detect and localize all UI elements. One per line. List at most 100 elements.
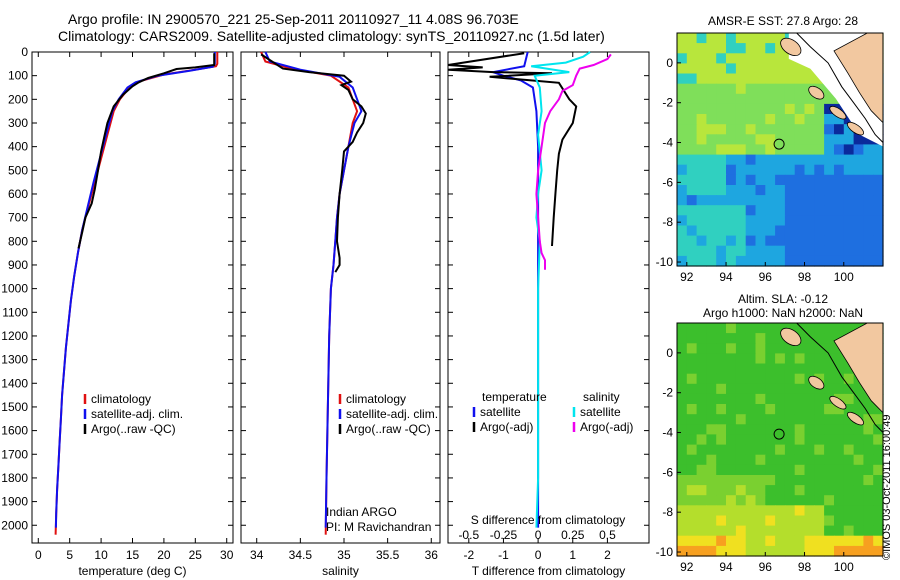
map-cell-sla_map	[814, 353, 825, 365]
y-tick-label: 400	[8, 140, 28, 154]
map-cell-sst_map	[843, 154, 855, 166]
map-x-tick-label: 94	[719, 270, 733, 284]
map-cell-sst_map	[794, 114, 806, 125]
map-cell-sst_map	[755, 33, 766, 44]
map-cell-sla_map	[824, 454, 835, 466]
map-cell-sla_map	[686, 475, 698, 486]
map-cell-sla_map	[814, 323, 825, 334]
map-cell-sla_map	[696, 545, 707, 557]
map-cell-sst_map	[696, 124, 707, 135]
map-cell-sla_map	[716, 343, 727, 354]
x-tick-label-salinity: 35	[337, 548, 351, 562]
map-cell-sla_map	[677, 383, 688, 395]
map-cell-sst_map	[745, 185, 757, 196]
island	[846, 411, 865, 426]
map-cell-sst_map	[814, 114, 825, 125]
map-cell-sst_map	[686, 235, 698, 247]
map-cell-sla_map	[745, 475, 757, 486]
map-cell-sst_map	[843, 124, 855, 135]
map-cell-sst_map	[726, 83, 737, 95]
map-cell-sla_map	[814, 515, 825, 527]
map-cell-sla_map	[765, 515, 776, 527]
map-cell-sla_map	[716, 505, 727, 516]
map-cell-sla_map	[726, 475, 737, 486]
map-cell-sst_map	[843, 164, 855, 176]
map-cell-sla_map	[843, 505, 855, 516]
map-cell-sla_map	[755, 414, 766, 425]
map-cell-sst_map	[726, 245, 737, 257]
map-cell-sla_map	[824, 383, 835, 395]
map-cell-sst_map	[686, 53, 698, 64]
map-cell-sst_map	[706, 215, 717, 226]
map-cell-sst_map	[843, 215, 855, 226]
map-y-tick-label: -6	[662, 465, 673, 479]
map-cell-sla_map	[686, 323, 698, 334]
map-cell-sst_map	[804, 205, 815, 216]
map-cell-sst_map	[745, 235, 757, 247]
map-cell-sla_map	[716, 414, 727, 425]
island	[780, 327, 802, 346]
map-cell-sla_map	[696, 505, 707, 516]
map-cell-sst_map	[716, 185, 727, 196]
map-cell-sst_map	[696, 93, 707, 105]
map-cell-sla_map	[824, 475, 835, 486]
map-cell-sla_map	[775, 485, 786, 496]
map-cell-sla_map	[804, 393, 815, 405]
map-cell-sst_map	[745, 114, 757, 125]
map-cell-sst_map	[814, 144, 825, 156]
map-cell-sst_map	[814, 164, 825, 176]
map-cell-sla_map	[686, 383, 698, 395]
map-cell-sst_map	[794, 235, 806, 247]
map-cell-sst_map	[716, 235, 727, 247]
map-cell-sst_map	[784, 225, 796, 237]
x-tick-label-temperature: 10	[94, 548, 108, 562]
map-cell-sla_map	[863, 414, 874, 425]
map-cell-sst_map	[794, 164, 806, 176]
map-cell-sst_map	[804, 73, 815, 85]
map-cell-sla_map	[863, 444, 874, 456]
map-cell-sst_map	[804, 114, 815, 125]
map-cell-sst_map	[824, 215, 835, 226]
sla-map-subtitle: Argo h1000: NaN h2000: NaN	[702, 306, 864, 320]
map-cell-sla_map	[735, 525, 747, 537]
s-diff-tick-label: -0.5	[458, 528, 479, 542]
map-cell-sla_map	[706, 454, 717, 466]
map-cell-sst_map	[696, 83, 707, 95]
map-cell-sla_map	[716, 454, 727, 466]
map-cell-sla_map	[804, 404, 815, 415]
x-axis-label-temperature: temperature (deg C)	[78, 564, 186, 578]
map-cell-sla_map	[735, 495, 747, 506]
map-cell-sla_map	[873, 475, 884, 486]
map-cell-sla_map	[784, 525, 796, 537]
map-cell-sla_map	[794, 404, 806, 415]
map-cell-sst_map	[706, 174, 717, 186]
map-cell-sla_map	[745, 393, 757, 405]
map-cell-sla_map	[716, 373, 727, 385]
map-cell-sst_map	[824, 124, 835, 135]
map-cell-sla_map	[726, 454, 737, 466]
map-cell-sst_map	[794, 83, 806, 95]
map-cell-sst_map	[677, 195, 688, 206]
map-cell-sla_map	[834, 323, 845, 334]
map-cell-sst_map	[735, 114, 747, 125]
map-cell-sst_map	[873, 185, 884, 196]
map-cell-sst_map	[794, 93, 806, 105]
map-cell-sst_map	[804, 144, 815, 156]
map-cell-sla_map	[765, 475, 776, 486]
map-cell-sst_map	[765, 114, 776, 125]
map-cell-sst_map	[745, 83, 757, 95]
map-cell-sst_map	[745, 33, 757, 44]
map-cell-sst_map	[716, 144, 727, 156]
map-cell-sst_map	[784, 83, 796, 95]
map-cell-sla_map	[775, 383, 786, 395]
map-cell-sst_map	[735, 63, 747, 75]
map-cell-sla_map	[706, 383, 717, 395]
map-cell-sst_map	[775, 235, 786, 247]
map-cell-sla_map	[804, 444, 815, 456]
map-x-tick-label: 100	[834, 270, 854, 284]
map-cell-sst_map	[755, 83, 766, 95]
map-cell-sst_map	[775, 33, 786, 44]
map-cell-sst_map	[824, 205, 835, 216]
map-cell-sst_map	[794, 154, 806, 166]
map-cell-sla_map	[726, 485, 737, 496]
